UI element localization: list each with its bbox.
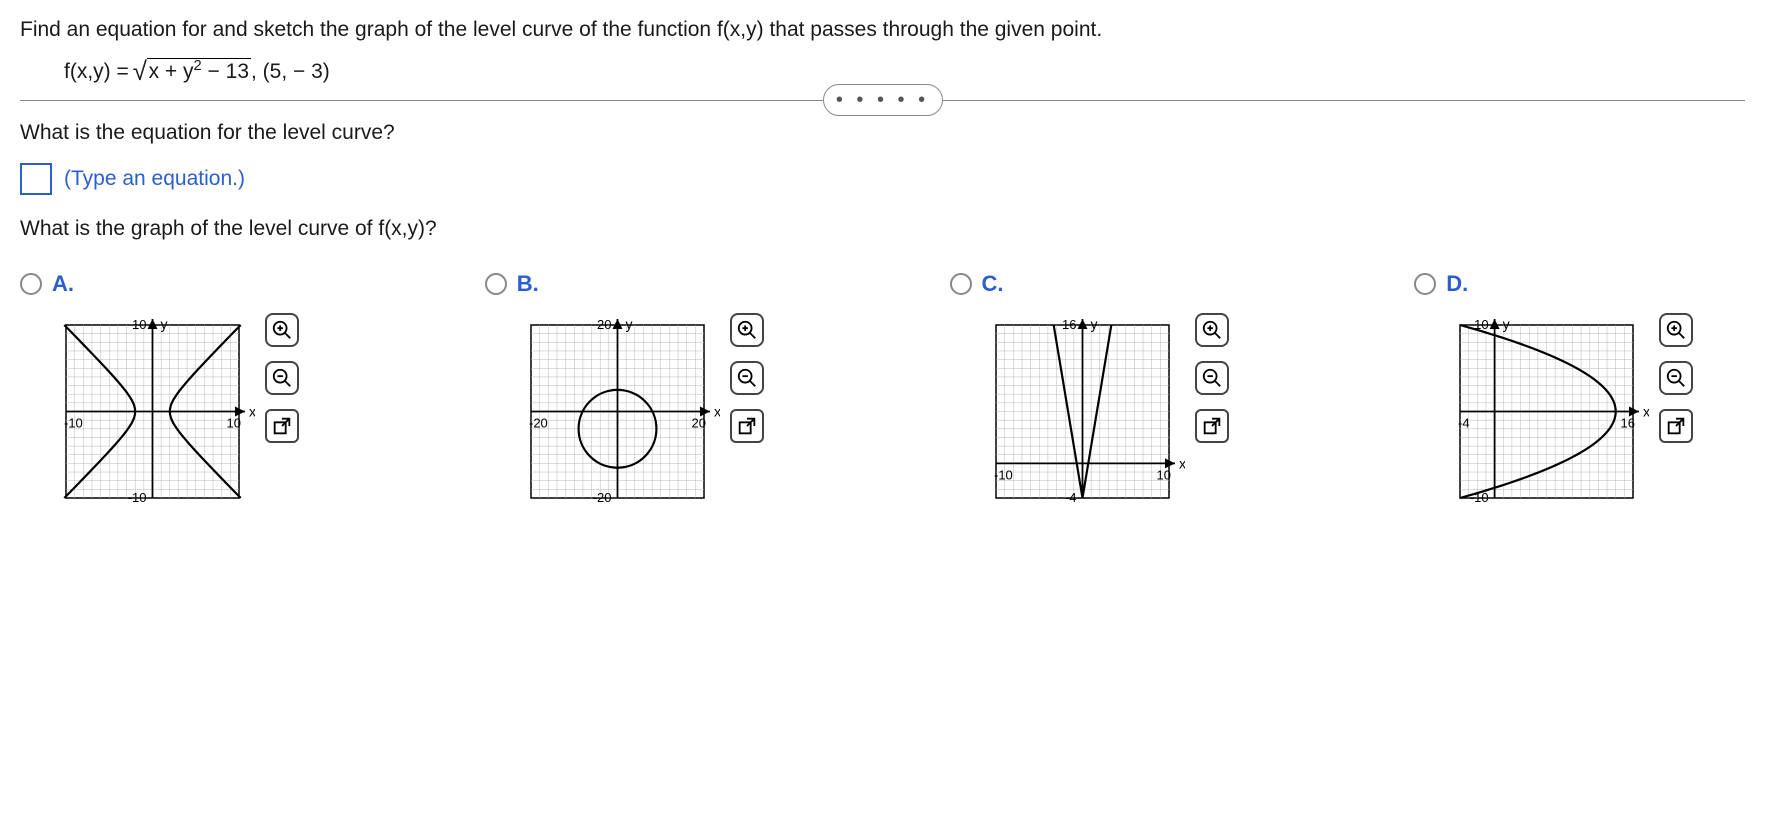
graph-D: yx-416-1010 <box>1444 309 1649 514</box>
svg-text:20: 20 <box>597 317 611 332</box>
svg-text:x: x <box>1179 455 1185 471</box>
option-letter: D. <box>1446 271 1468 297</box>
svg-text:x: x <box>1643 404 1649 420</box>
popout-icon[interactable] <box>1659 409 1693 443</box>
option-letter: A. <box>52 271 74 297</box>
svg-text:y: y <box>1090 316 1097 332</box>
zoom-out-icon[interactable] <box>730 361 764 395</box>
option-D: D. yx-416-1010 <box>1414 271 1745 514</box>
svg-text:y: y <box>161 316 168 332</box>
zoom-out-icon[interactable] <box>1195 361 1229 395</box>
svg-text:10: 10 <box>227 416 241 431</box>
eq-prefix: f(x,y) = <box>64 60 135 83</box>
popout-icon[interactable] <box>265 409 299 443</box>
sub-question-2: What is the graph of the level curve of … <box>20 217 1745 241</box>
input-hint: (Type an equation.) <box>64 167 245 191</box>
zoom-in-icon[interactable] <box>1659 313 1693 347</box>
question-equation: f(x,y) = √x + y2 − 13, (5, − 3) <box>20 60 1745 84</box>
option-radio-B[interactable] <box>485 273 507 295</box>
popout-icon[interactable] <box>730 409 764 443</box>
graph-B: y x -20 20 -20 20 <box>515 309 720 514</box>
equation-input[interactable] <box>20 163 52 195</box>
option-C: C. y x -10 10 -4 16 <box>950 271 1281 514</box>
zoom-in-icon[interactable] <box>1195 313 1229 347</box>
graph-C: y x -10 10 -4 16 <box>980 309 1185 514</box>
sub-question-1: What is the equation for the level curve… <box>20 121 1745 145</box>
svg-text:-20: -20 <box>529 416 548 431</box>
svg-text:-10: -10 <box>128 490 147 505</box>
svg-text:20: 20 <box>691 416 705 431</box>
svg-text:10: 10 <box>1156 467 1170 482</box>
zoom-in-icon[interactable] <box>730 313 764 347</box>
collapse-toggle[interactable]: • • • • • <box>823 84 943 116</box>
zoom-out-icon[interactable] <box>1659 361 1693 395</box>
option-letter: B. <box>517 271 539 297</box>
svg-text:10: 10 <box>132 317 146 332</box>
option-radio-D[interactable] <box>1414 273 1436 295</box>
svg-text:y: y <box>1503 316 1510 332</box>
option-A: A. y x -10 10 -10 10 <box>20 271 351 514</box>
svg-text:16: 16 <box>1621 416 1635 431</box>
svg-text:x: x <box>249 404 255 420</box>
radical-icon: √ <box>133 56 147 87</box>
svg-text:-4: -4 <box>1064 490 1076 505</box>
eq-point: , (5, − 3) <box>251 60 330 83</box>
option-B: B. y x -20 20 -20 20 <box>485 271 816 514</box>
svg-text:-20: -20 <box>592 490 611 505</box>
question-stem: Find an equation for and sketch the grap… <box>20 18 1745 42</box>
svg-text:16: 16 <box>1062 317 1076 332</box>
svg-text:y: y <box>625 316 632 332</box>
option-radio-C[interactable] <box>950 273 972 295</box>
svg-text:-10: -10 <box>64 416 83 431</box>
svg-text:-10: -10 <box>994 467 1013 482</box>
option-radio-A[interactable] <box>20 273 42 295</box>
graph-A: y x -10 10 -10 10 <box>50 309 255 514</box>
svg-text:-4: -4 <box>1458 416 1470 431</box>
svg-text:x: x <box>714 404 720 420</box>
option-letter: C. <box>982 271 1004 297</box>
sqrt-expression: √x + y2 − 13 <box>135 60 251 84</box>
zoom-in-icon[interactable] <box>265 313 299 347</box>
zoom-out-icon[interactable] <box>265 361 299 395</box>
popout-icon[interactable] <box>1195 409 1229 443</box>
